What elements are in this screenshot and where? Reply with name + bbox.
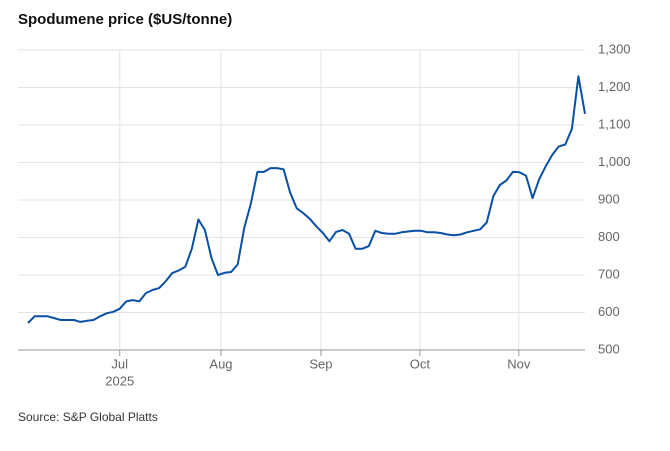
x-tick-label: Oct [410, 356, 431, 371]
y-tick-label: 700 [598, 266, 620, 281]
x-year-label: 2025 [105, 373, 134, 388]
source: Source: S&P Global Platts [18, 410, 158, 424]
y-tick-label: 1,300 [598, 41, 631, 56]
y-tick-label: 1,100 [598, 116, 631, 131]
chart-title: Spodumene price ($US/tonne) [18, 11, 232, 28]
price-line [27, 75, 586, 324]
x-tick-label: Nov [507, 356, 531, 371]
y-tick-label: 600 [598, 304, 620, 319]
y-tick-label: 1,000 [598, 154, 631, 169]
x-tick-label: Aug [209, 356, 232, 371]
y-tick-label: 800 [598, 229, 620, 244]
y-tick-label: 900 [598, 191, 620, 206]
x-tick-label: Sep [309, 356, 332, 371]
x-tick-label: Jul [111, 356, 128, 371]
y-tick-label: 500 [598, 341, 620, 356]
y-tick-label: 1,200 [598, 79, 631, 94]
